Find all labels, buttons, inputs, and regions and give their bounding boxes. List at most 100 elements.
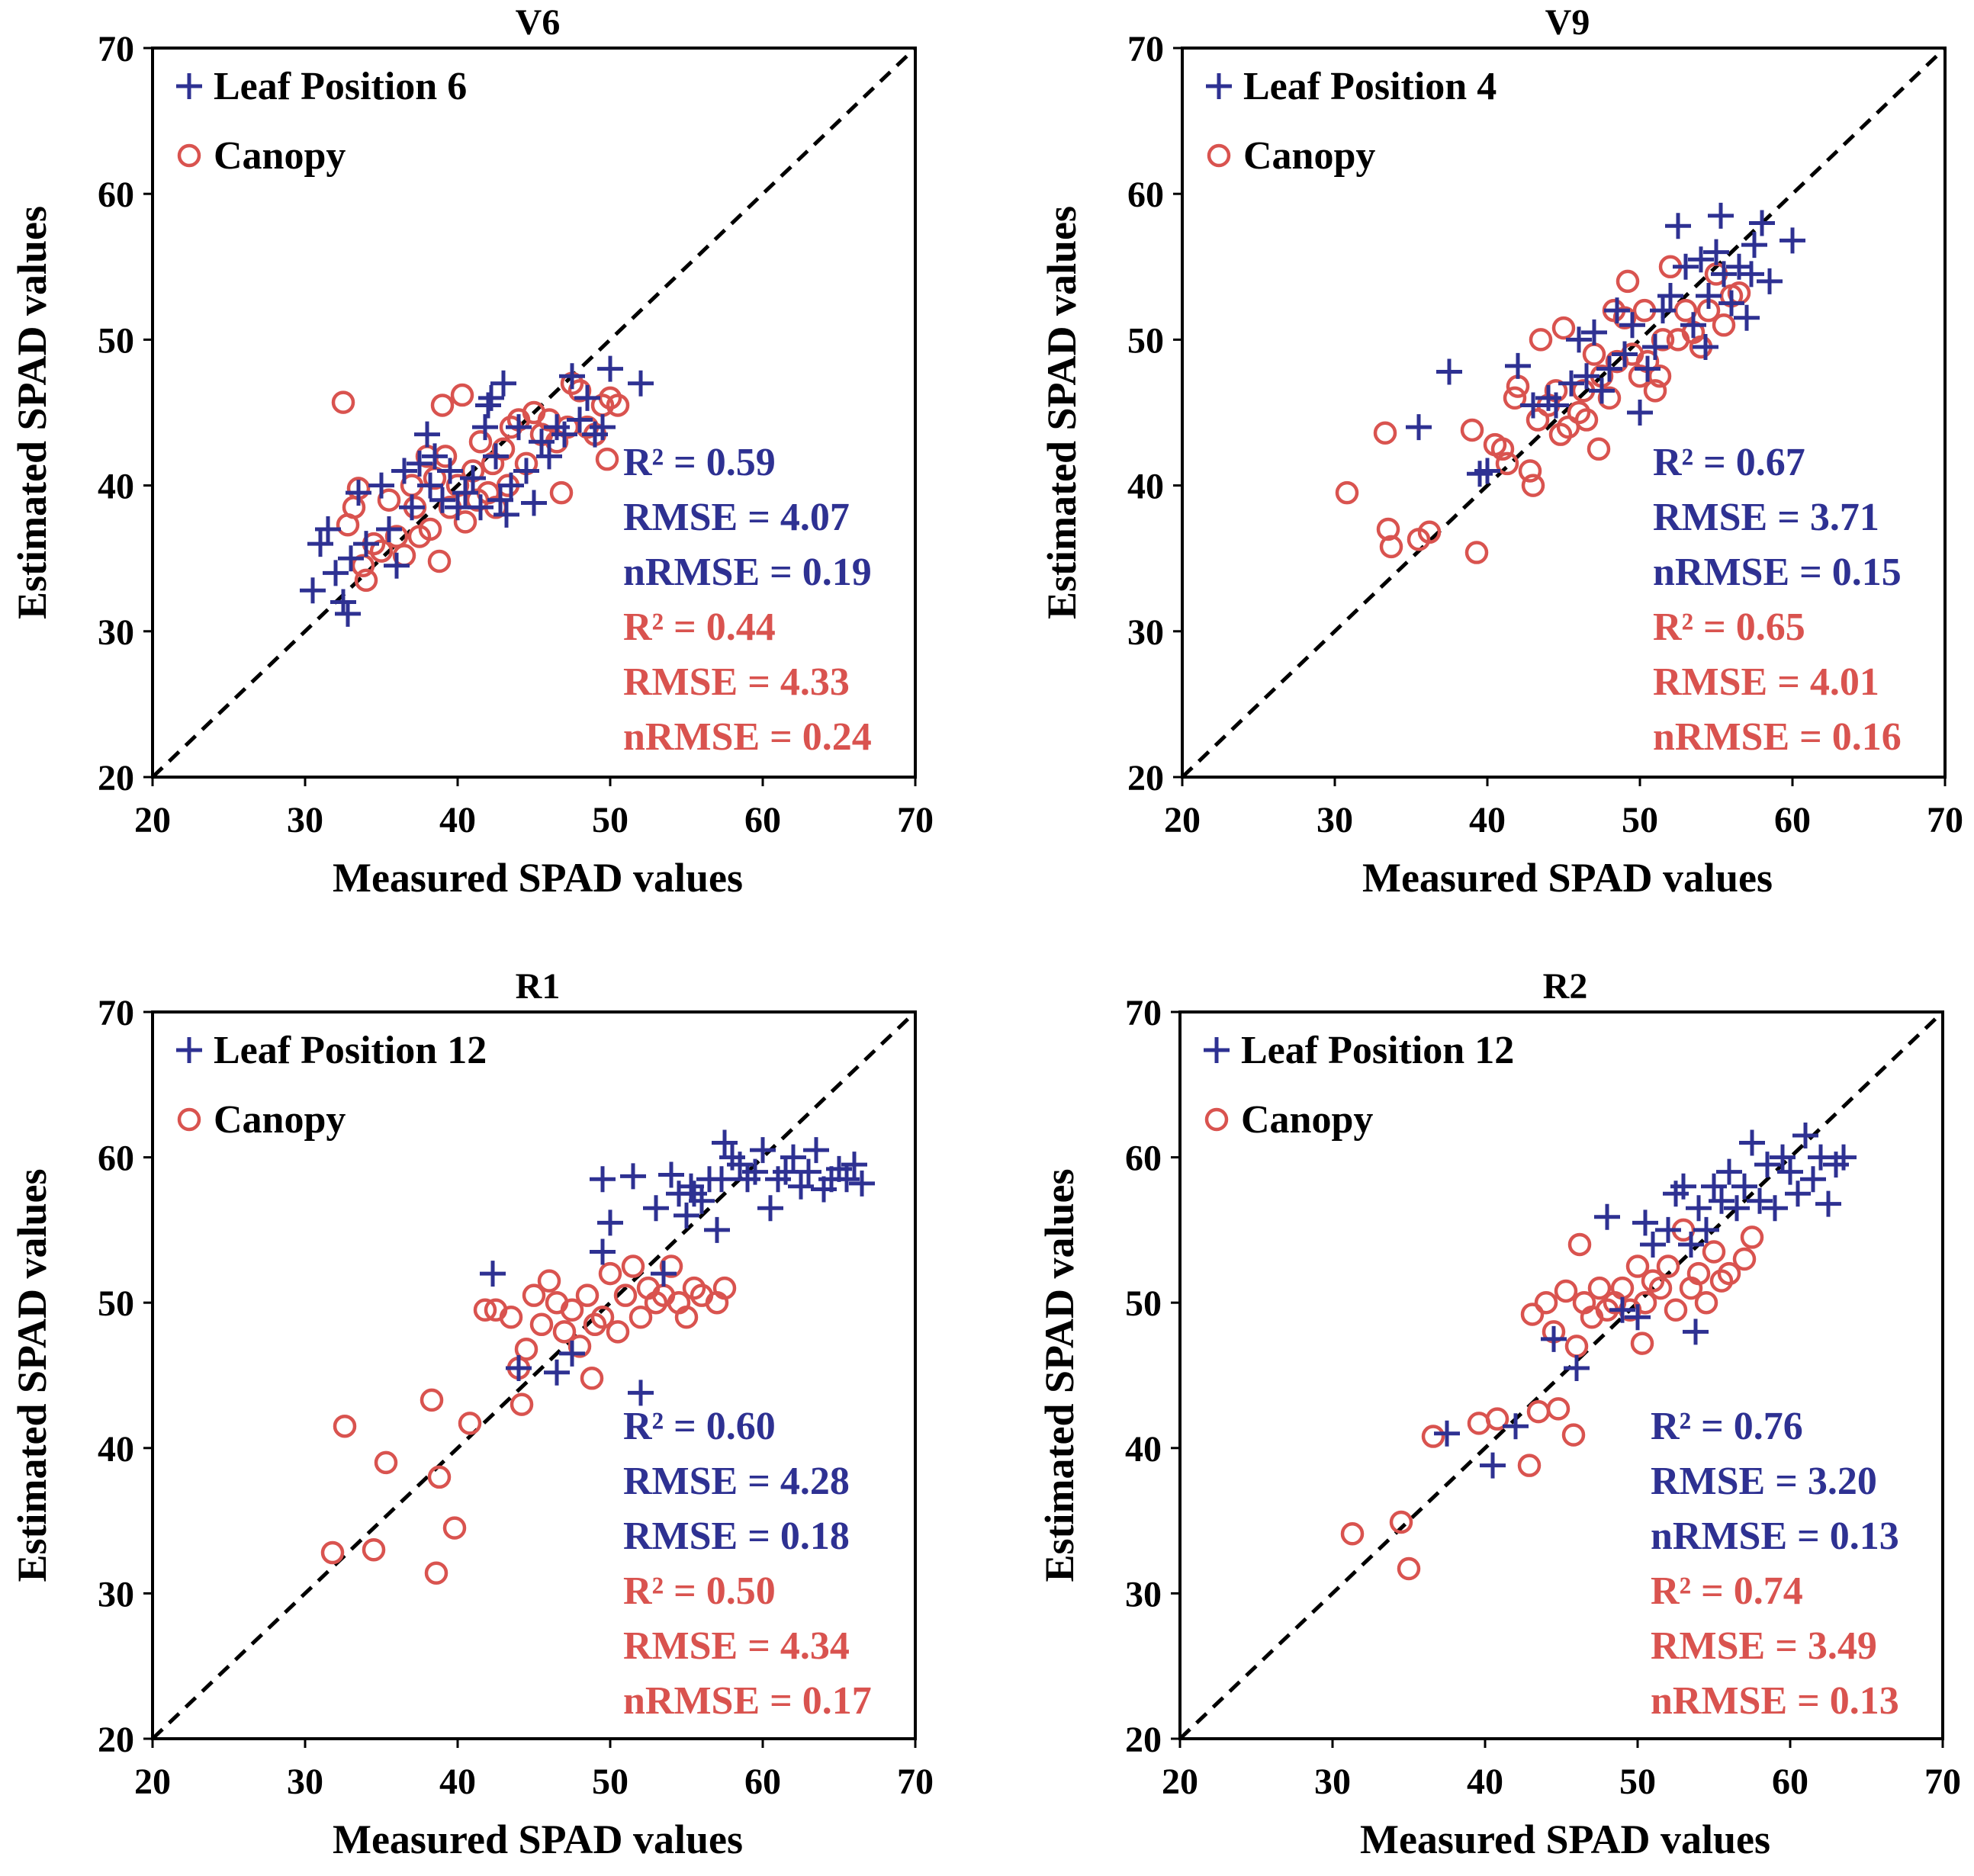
- canopy-point: [1464, 541, 1489, 564]
- canopy-point: [514, 1337, 539, 1361]
- canopy-point: [621, 1254, 645, 1278]
- leaf-point: [834, 1166, 860, 1193]
- leaf-point: [709, 1166, 735, 1193]
- canopy-point: [1340, 1522, 1365, 1546]
- canopy-point: [1567, 1232, 1592, 1257]
- leaf-point: [1757, 268, 1783, 294]
- leaf-point: [1505, 352, 1531, 379]
- canopy-point: [1521, 474, 1545, 497]
- canopy-point: [1506, 374, 1530, 398]
- canopy-point: [1564, 1335, 1589, 1358]
- canopy-point: [606, 1320, 630, 1344]
- stats-line: RMSE = 4.34: [623, 1624, 850, 1668]
- leaf-point: [1785, 1181, 1811, 1207]
- canopy-point: [560, 1298, 584, 1322]
- canopy-point: [1664, 1298, 1688, 1322]
- leaf-point: [1686, 1195, 1712, 1222]
- canopy-point: [342, 496, 366, 519]
- x-tick-label: 60: [744, 800, 781, 840]
- leaf-point: [1406, 414, 1432, 441]
- legend-canopy-marker: [177, 1107, 201, 1132]
- panel-r2: R2 20 30 40 50 60 70 20 30 40 50 60 70 Measured SPAD …: [1037, 966, 1961, 1862]
- leaf-point: [1632, 1209, 1658, 1236]
- leaf-point: [315, 516, 341, 542]
- leaf-point: [674, 1202, 699, 1229]
- legend-leaf-marker: [1206, 73, 1232, 99]
- leaf-point: [1574, 363, 1599, 390]
- x-tick-label: 30: [287, 1762, 323, 1802]
- y-tick-label: 20: [1125, 1720, 1162, 1760]
- leaf-point: [376, 516, 402, 542]
- y-tick-label: 60: [1125, 1139, 1162, 1179]
- x-tick-label: 50: [592, 1762, 629, 1802]
- leaf-point: [1688, 246, 1714, 273]
- leaf-point: [460, 465, 486, 492]
- stats-line: nRMSE = 0.17: [623, 1679, 872, 1723]
- canopy-point: [1616, 269, 1640, 294]
- leaf-point: [1734, 304, 1760, 331]
- legend-canopy-label: Canopy: [1243, 134, 1375, 178]
- panel-v9: V9 20 30 40 50 60 70 20 30 40 50 60 70 Measured SPAD …: [1039, 2, 1963, 901]
- canopy-point: [1574, 408, 1599, 432]
- leaf-point: [368, 472, 394, 499]
- canopy-point: [1648, 364, 1672, 388]
- leaf-point: [1589, 377, 1615, 404]
- leaf-point: [628, 370, 654, 397]
- leaf-point: [407, 450, 432, 477]
- canopy-point: [1625, 1254, 1650, 1278]
- canopy-point: [1648, 1276, 1673, 1300]
- canopy-point: [354, 568, 378, 593]
- canopy-point: [1694, 1290, 1718, 1315]
- legend-leaf-label: Leaf Position 6: [214, 65, 467, 108]
- leaf-point: [494, 501, 519, 528]
- leaf-point: [300, 577, 326, 604]
- canopy-point: [1373, 421, 1397, 445]
- leaf-point: [1779, 227, 1805, 254]
- canopy-point: [1641, 1269, 1665, 1293]
- canopy-point: [549, 480, 574, 505]
- leaf-point: [796, 1158, 821, 1185]
- leaf-point: [521, 490, 547, 516]
- leaf-point: [628, 1380, 654, 1406]
- y-tick-label: 40: [98, 1429, 134, 1470]
- x-tick-label: 60: [744, 1762, 781, 1802]
- legend-canopy-marker: [1207, 143, 1231, 168]
- leaf-point: [1558, 370, 1584, 397]
- y-tick-label: 70: [98, 29, 134, 69]
- leaf-point: [498, 472, 524, 499]
- canopy-point: [1732, 1247, 1757, 1271]
- leaf-point: [658, 1161, 684, 1188]
- stats-line: RMSE = 3.49: [1651, 1624, 1877, 1668]
- canopy-point: [1630, 1332, 1654, 1355]
- canopy-point: [427, 1465, 452, 1489]
- x-tick-label: 50: [592, 800, 629, 840]
- plot-frame: [1178, 1010, 1944, 1740]
- canopy-point: [1633, 1290, 1657, 1315]
- legend-leaf-label: Leaf Position 12: [1241, 1029, 1514, 1072]
- leaf-point: [1777, 1158, 1803, 1185]
- panel-title: V9: [1545, 2, 1590, 43]
- canopy-point: [1485, 1407, 1509, 1431]
- canopy-point: [575, 1283, 600, 1307]
- leaf-point: [445, 494, 471, 521]
- leaf-point: [1436, 358, 1462, 385]
- leaf-point: [1655, 1216, 1681, 1243]
- leaf-point: [1612, 341, 1638, 368]
- canopy-point: [1526, 1399, 1551, 1424]
- canopy-point: [491, 437, 516, 461]
- stats-line: nRMSE = 0.16: [1653, 715, 1902, 759]
- leaf-point: [544, 1359, 570, 1386]
- legend-canopy-label: Canopy: [214, 134, 346, 178]
- leaf-point: [551, 421, 577, 448]
- canopy-point: [613, 1283, 638, 1307]
- canopy-point: [1643, 379, 1667, 403]
- stats-line: nRMSE = 0.19: [623, 551, 872, 594]
- legend-leaf-label: Leaf Position 4: [1243, 65, 1497, 108]
- leaf-point: [712, 1129, 738, 1156]
- leaf-point: [590, 1166, 616, 1193]
- canopy-point: [1702, 1240, 1726, 1264]
- leaf-point: [468, 494, 494, 521]
- leaf-point: [757, 1195, 783, 1222]
- stats-line: R² = 0.50: [623, 1569, 776, 1613]
